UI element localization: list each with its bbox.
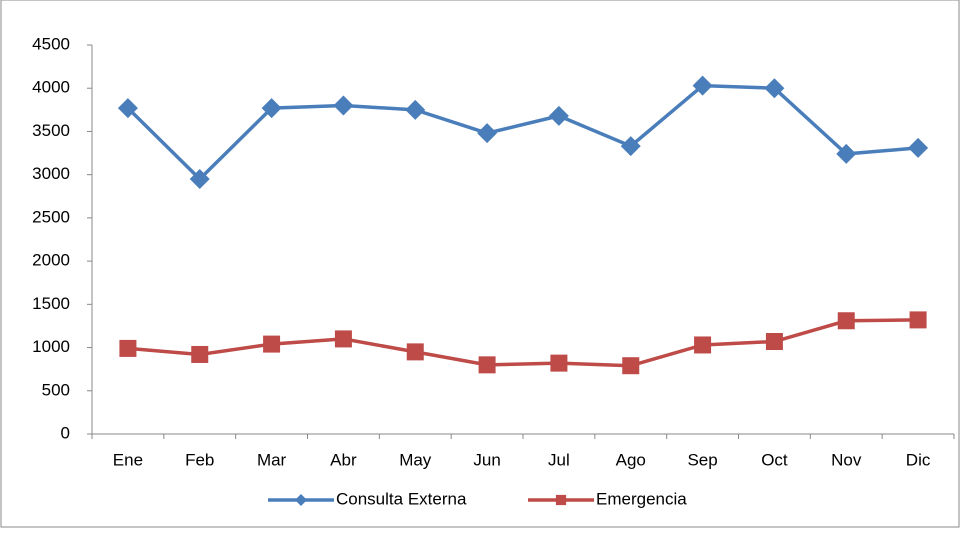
legend-label: Emergencia xyxy=(596,489,687,508)
marker xyxy=(837,312,855,330)
x-tick-label: May xyxy=(399,450,432,469)
marker xyxy=(548,105,569,126)
x-tick-label: Sep xyxy=(687,450,717,469)
x-tick-label: Abr xyxy=(330,450,357,469)
marker xyxy=(333,95,354,116)
x-tick-label: Ene xyxy=(113,450,143,469)
marker xyxy=(694,336,712,354)
x-tick-label: Jul xyxy=(548,450,570,469)
x-tick-label: Ago xyxy=(616,450,646,469)
x-tick-label: Jun xyxy=(473,450,500,469)
series-line xyxy=(127,318,919,368)
marker xyxy=(263,335,281,353)
x-tick-label: Nov xyxy=(831,450,862,469)
marker xyxy=(261,98,282,119)
y-tick-label: 1000 xyxy=(32,337,70,356)
marker xyxy=(620,136,641,157)
y-tick-label: 4000 xyxy=(32,78,70,97)
marker xyxy=(189,168,210,189)
x-tick-label: Oct xyxy=(761,450,788,469)
marker xyxy=(550,354,568,372)
marker xyxy=(908,137,929,158)
legend-label: Consulta Externa xyxy=(336,489,467,508)
y-tick-label: 3500 xyxy=(32,121,70,140)
marker xyxy=(622,357,640,375)
marker xyxy=(909,311,927,329)
x-tick-label: Feb xyxy=(185,450,214,469)
x-tick-label: Dic xyxy=(906,450,931,469)
marker xyxy=(836,143,857,164)
marker xyxy=(334,330,352,348)
marker xyxy=(405,99,426,120)
marker xyxy=(119,339,137,357)
x-tick-label: Mar xyxy=(257,450,287,469)
marker xyxy=(406,343,424,361)
marker xyxy=(692,75,713,96)
marker xyxy=(765,333,783,351)
legend-marker xyxy=(555,494,567,506)
marker xyxy=(477,123,498,144)
y-tick-label: 500 xyxy=(42,380,70,399)
y-tick-label: 0 xyxy=(61,423,70,442)
y-tick-label: 1500 xyxy=(32,294,70,313)
marker xyxy=(191,345,209,363)
y-tick-label: 2500 xyxy=(32,207,70,226)
marker xyxy=(117,98,138,119)
series-line xyxy=(126,83,919,182)
marker xyxy=(764,78,785,99)
y-tick-label: 2000 xyxy=(32,251,70,270)
y-tick-label: 3000 xyxy=(32,164,70,183)
marker xyxy=(478,356,496,374)
y-tick-label: 4500 xyxy=(32,34,70,53)
legend-marker xyxy=(295,494,307,506)
